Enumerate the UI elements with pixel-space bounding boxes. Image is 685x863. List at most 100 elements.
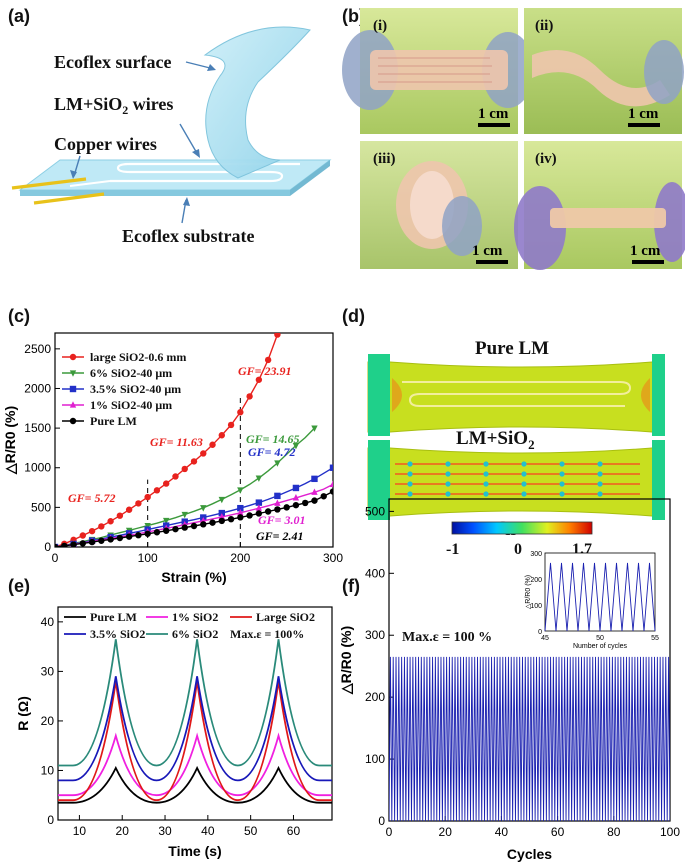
inset-frame bbox=[544, 552, 656, 632]
sim-specimen-pure-lm bbox=[367, 354, 665, 436]
colorbar bbox=[451, 521, 593, 535]
y-tick-label: 0 bbox=[47, 813, 54, 827]
data-point bbox=[274, 506, 281, 513]
data-point bbox=[88, 538, 96, 546]
y-tick-label: 500 bbox=[31, 500, 51, 514]
photo-iii-label: (iii) bbox=[373, 151, 396, 167]
series-line bbox=[58, 676, 332, 782]
photo-iv-label: (iv) bbox=[535, 151, 557, 167]
sio2-particle bbox=[407, 471, 413, 477]
data-point bbox=[274, 460, 281, 467]
data-point bbox=[79, 540, 87, 547]
sim-title-pure-lm: Pure LM bbox=[475, 338, 549, 359]
y-tick-label: 300 bbox=[365, 628, 385, 642]
series-line bbox=[389, 656, 670, 821]
data-point bbox=[209, 441, 216, 448]
y-axis-label: △R/R0 (%) bbox=[338, 626, 354, 695]
plot-area bbox=[389, 656, 670, 821]
gf-annotation: GF= 4.72 bbox=[248, 445, 296, 459]
legend-marker bbox=[69, 417, 77, 425]
data-point bbox=[264, 508, 272, 515]
data-point bbox=[329, 488, 333, 495]
data-point bbox=[144, 493, 151, 501]
data-point bbox=[274, 333, 281, 338]
colorbar-tick-zero: 0 bbox=[514, 541, 522, 558]
sio2-particle bbox=[445, 471, 451, 477]
legend-marker bbox=[69, 385, 77, 393]
x-axis-label: Cycles bbox=[507, 846, 552, 862]
data-point bbox=[237, 487, 244, 494]
series-line bbox=[58, 732, 332, 797]
x-tick-label: 100 bbox=[660, 825, 680, 839]
y-tick-label: 2000 bbox=[24, 381, 51, 395]
y-tick-label: 1000 bbox=[24, 461, 51, 475]
sio2-particle bbox=[559, 481, 565, 487]
x-tick-label: 300 bbox=[323, 551, 343, 565]
data-point bbox=[135, 500, 142, 507]
sio2-particle bbox=[445, 461, 451, 467]
inset-x-axis-label: Number of cycles bbox=[573, 643, 628, 650]
inset-y-tick-label: 200 bbox=[530, 577, 542, 584]
data-point bbox=[153, 487, 161, 494]
inset-y-axis-label: △R/R0 (%) bbox=[525, 575, 532, 609]
photo-i: (i) 1 cm bbox=[342, 8, 534, 134]
sio2-particle bbox=[407, 491, 413, 497]
sio2-particle bbox=[445, 491, 451, 497]
data-point bbox=[218, 432, 225, 439]
data-point bbox=[209, 519, 216, 526]
x-axis-label: Time (s) bbox=[168, 843, 221, 859]
arrowhead-copper bbox=[70, 170, 77, 179]
gf-annotation: GF= 14.65 bbox=[246, 432, 300, 446]
plot-frame bbox=[57, 606, 333, 821]
data-point bbox=[70, 541, 77, 547]
data-point bbox=[144, 523, 151, 530]
data-point bbox=[255, 510, 263, 517]
x-tick-label: 40 bbox=[495, 825, 509, 839]
legend-entry: large SiO2-0.6 mm bbox=[90, 350, 186, 364]
legend-entry: 6% SiO2 bbox=[172, 627, 218, 641]
data-point bbox=[163, 480, 170, 487]
data-point bbox=[55, 543, 59, 547]
data-point bbox=[181, 524, 188, 531]
gf-annotation: GF= 11.63 bbox=[150, 435, 203, 449]
data-point bbox=[153, 529, 161, 536]
copper-wire-2 bbox=[33, 192, 105, 205]
sio2-particle bbox=[559, 471, 565, 477]
x-tick-label: 30 bbox=[158, 824, 172, 838]
data-point bbox=[116, 534, 124, 542]
panel-d-label: (d) bbox=[342, 306, 365, 326]
panel-e-label: (e) bbox=[8, 576, 30, 596]
lm-sio2-wires-lower bbox=[69, 180, 111, 187]
data-point bbox=[227, 421, 235, 429]
data-point bbox=[88, 527, 96, 535]
data-point bbox=[181, 465, 188, 473]
data-point bbox=[255, 475, 263, 482]
panel-d: (d) Pure LM LM+SiO2 ε11 -1 0 1.7 bbox=[342, 306, 665, 558]
legend-entry: 1% SiO2-40 μm bbox=[90, 398, 172, 412]
y-tick-label: 100 bbox=[365, 752, 385, 766]
data-point bbox=[274, 499, 281, 506]
ecoflex-surface-film bbox=[203, 26, 311, 179]
sio2-particle bbox=[407, 481, 413, 487]
panel-a-label: (a) bbox=[8, 6, 30, 26]
plot-area bbox=[55, 333, 333, 547]
inset-x-tick-label: 50 bbox=[596, 635, 604, 642]
sio2-particle bbox=[521, 461, 527, 467]
data-point bbox=[255, 499, 263, 506]
data-point bbox=[227, 515, 235, 523]
arrowhead-wires bbox=[192, 149, 200, 158]
data-point bbox=[292, 442, 300, 450]
series-line bbox=[58, 639, 332, 767]
sio2-particle bbox=[597, 491, 603, 497]
label-copper-wires: Copper wires bbox=[54, 134, 157, 154]
inset-y-tick-label: 0 bbox=[538, 629, 542, 636]
x-tick-label: 0 bbox=[386, 825, 393, 839]
label-ecoflex-substrate: Ecoflex substrate bbox=[122, 226, 254, 246]
panel-a: (a) Ecoflex surface LM+SiO2 wires Copper… bbox=[8, 6, 332, 246]
data-point bbox=[200, 450, 207, 457]
y-tick-label: 30 bbox=[41, 664, 55, 678]
y-tick-label: 0 bbox=[44, 540, 51, 554]
label-ecoflex-surface: Ecoflex surface bbox=[54, 52, 171, 72]
data-point bbox=[237, 508, 244, 516]
data-point bbox=[200, 521, 207, 528]
